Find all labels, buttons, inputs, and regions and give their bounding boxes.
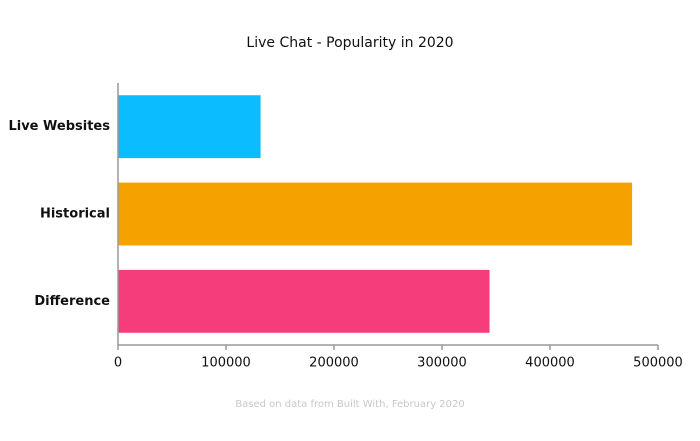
x-tick-label: 300000: [417, 356, 467, 371]
x-tick-label: 400000: [525, 356, 575, 371]
y-tick-label: Difference: [34, 294, 110, 309]
bar: [118, 182, 633, 246]
y-tick-label: Live Websites: [8, 119, 110, 134]
source-note: Based on data from Built With, February …: [235, 399, 465, 410]
x-tick-label: 200000: [309, 356, 359, 371]
bar: [118, 269, 490, 333]
x-tick-label: 100000: [201, 356, 251, 371]
y-tick-label: Historical: [40, 207, 110, 222]
x-tick-label: 0: [114, 356, 122, 371]
bar: [118, 95, 261, 159]
x-tick-label: 500000: [633, 356, 683, 371]
chart-title: Live Chat - Popularity in 2020: [246, 35, 453, 51]
